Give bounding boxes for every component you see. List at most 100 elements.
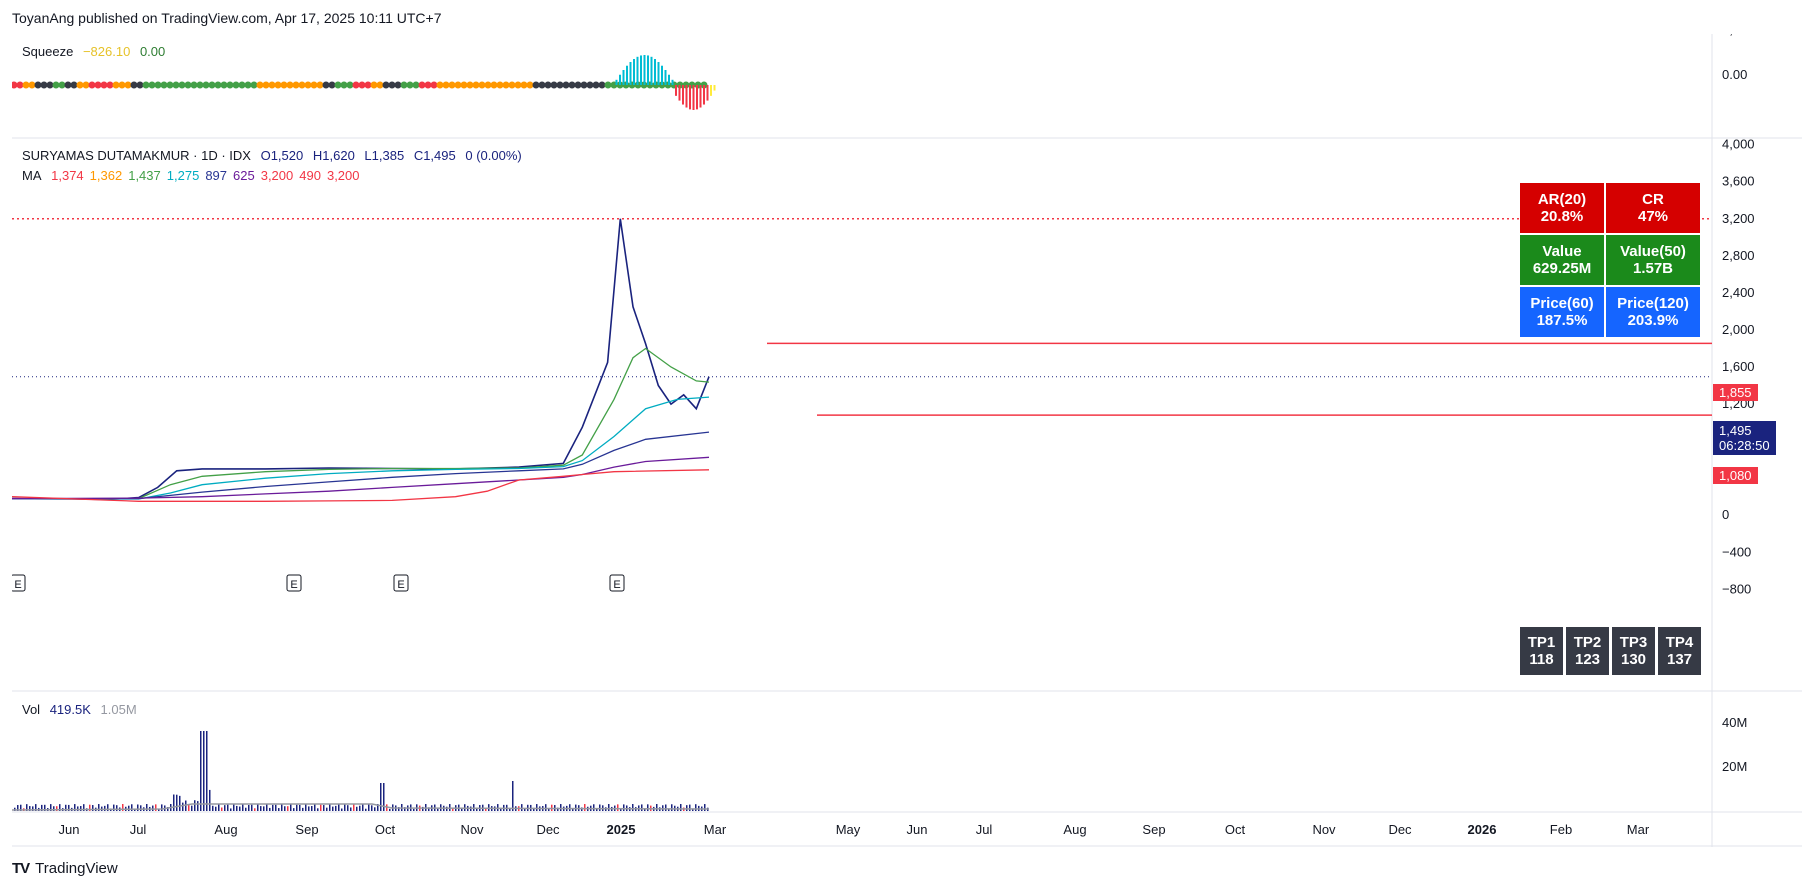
volume-bar	[50, 804, 52, 811]
volume-bar	[35, 804, 37, 811]
squeeze-legend[interactable]: Squeeze −826.10 0.00	[22, 44, 171, 59]
volume-bar	[299, 804, 301, 811]
squeeze-dot	[136, 81, 144, 89]
squeeze-dot	[40, 81, 48, 89]
volume-bar	[212, 805, 214, 811]
volume-bar	[620, 808, 622, 811]
squeeze-dot	[214, 81, 222, 89]
volume-bar	[593, 804, 595, 811]
squeeze-bar-up	[664, 70, 667, 85]
volume-bar	[116, 805, 118, 811]
volume-bar	[317, 808, 319, 811]
volume-bar	[122, 804, 124, 811]
squeeze-dot	[496, 81, 504, 89]
stat-value: 203.9%	[1627, 312, 1679, 329]
time-axis: Jun Jul Aug Sep Oct Nov Dec 2025 Mar May Jun Jul Aug…	[59, 822, 1650, 837]
ma-value-5: 625	[233, 168, 255, 183]
volume-bar	[599, 804, 601, 811]
volume-bar	[59, 804, 61, 811]
volume-bar	[179, 795, 181, 811]
volume-bar	[368, 804, 370, 811]
squeeze-dot	[514, 81, 522, 89]
volume-bar	[398, 807, 400, 811]
volume-bar	[656, 804, 658, 811]
time-axis-label: Aug	[214, 822, 237, 837]
squeeze-dot	[430, 81, 438, 89]
stat-label: AR(20)	[1537, 191, 1587, 208]
volume-pane	[11, 731, 710, 811]
tradingview-brand[interactable]: TV TradingView	[12, 860, 118, 877]
volume-value-1: 419.5K	[49, 702, 91, 717]
squeeze-indicator-pane	[10, 55, 716, 110]
squeeze-dot	[166, 81, 174, 89]
volume-bar	[509, 808, 511, 811]
squeeze-dot	[124, 81, 132, 89]
squeeze-dot	[184, 81, 192, 89]
volume-bar	[353, 804, 355, 811]
squeeze-dot	[160, 81, 168, 89]
time-axis-label: Nov	[460, 822, 484, 837]
chart-frame[interactable]: 4,000 3,600 3,200 2,800 2,400 2,000 1,600 1,200…	[10, 22, 1802, 847]
volume-bar	[107, 804, 109, 811]
squeeze-dot	[262, 81, 270, 89]
volume-bar	[68, 804, 70, 811]
squeeze-dot	[256, 81, 264, 89]
ma-value-4: 897	[205, 168, 228, 183]
countdown-timer: 06:28:50	[1719, 438, 1770, 453]
volume-bar	[80, 806, 82, 811]
series-line-4	[11, 456, 710, 500]
volume-bar	[302, 807, 304, 811]
squeeze-bar-up	[647, 55, 649, 85]
squeeze-dot	[268, 81, 276, 89]
squeeze-dot	[592, 81, 600, 89]
squeeze-bar-down	[689, 85, 691, 110]
volume-bar	[347, 805, 349, 811]
volume-bar	[359, 805, 361, 811]
target-label: TP2	[1573, 634, 1602, 651]
squeeze-dot	[280, 81, 288, 89]
ma-value-7: 490	[299, 168, 321, 183]
current-price-value: 1,495	[1719, 423, 1752, 438]
volume-bar	[248, 805, 250, 811]
symbol-legend[interactable]: SURYAMAS DUTAMAKMUR · 1D · IDX O1,520 H1…	[22, 148, 528, 163]
squeeze-bar-up	[668, 74, 670, 85]
volume-bar	[236, 805, 238, 811]
volume-bar	[452, 807, 454, 811]
earnings-marker-label: E	[397, 579, 404, 591]
stat-value: 20.8%	[1540, 208, 1584, 225]
volume-bar	[545, 804, 547, 811]
squeeze-bar-up	[671, 79, 674, 85]
time-axis-label: Sep	[295, 822, 318, 837]
volume-bar	[704, 804, 706, 811]
volume-bar	[374, 807, 376, 811]
target-price-table: TP1 118 TP2 123 TP3 130 TP4 137	[1520, 627, 1701, 675]
volume-legend[interactable]: Vol 419.5K 1.05M	[22, 702, 143, 717]
squeeze-dot	[586, 81, 594, 89]
time-axis-label: Sep	[1142, 822, 1165, 837]
current-price-tag: 1,495 06:28:50	[1713, 421, 1776, 455]
volume-bar	[641, 804, 643, 811]
volume-bar	[665, 804, 667, 811]
squeeze-bar-up	[633, 59, 635, 85]
time-axis-label: Mar	[704, 822, 727, 837]
squeeze-bar-up	[629, 62, 632, 85]
squeeze-dot	[346, 81, 354, 89]
volume-bar	[173, 794, 175, 811]
volume-bar	[77, 806, 79, 811]
target-label: TP3	[1619, 634, 1648, 651]
volume-bar	[338, 804, 340, 811]
volume-bar	[218, 804, 220, 811]
volume-bar	[383, 783, 385, 811]
squeeze-bar-down	[678, 85, 681, 101]
volume-bar	[512, 781, 514, 811]
price-axis-tick: 2,800	[1722, 248, 1755, 263]
squeeze-dot	[292, 81, 300, 89]
ma-legend[interactable]: MA 1,374 1,362 1,437 1,275 897 625 3,200 490 3,2…	[22, 168, 366, 183]
volume-bar	[203, 731, 205, 811]
volume-bar	[161, 804, 163, 811]
ma-value-0: 1,374	[51, 168, 84, 183]
squeeze-bar-down	[710, 85, 712, 96]
volume-bar	[230, 808, 232, 811]
volume-bar	[557, 807, 559, 811]
squeeze-dot	[148, 81, 156, 89]
